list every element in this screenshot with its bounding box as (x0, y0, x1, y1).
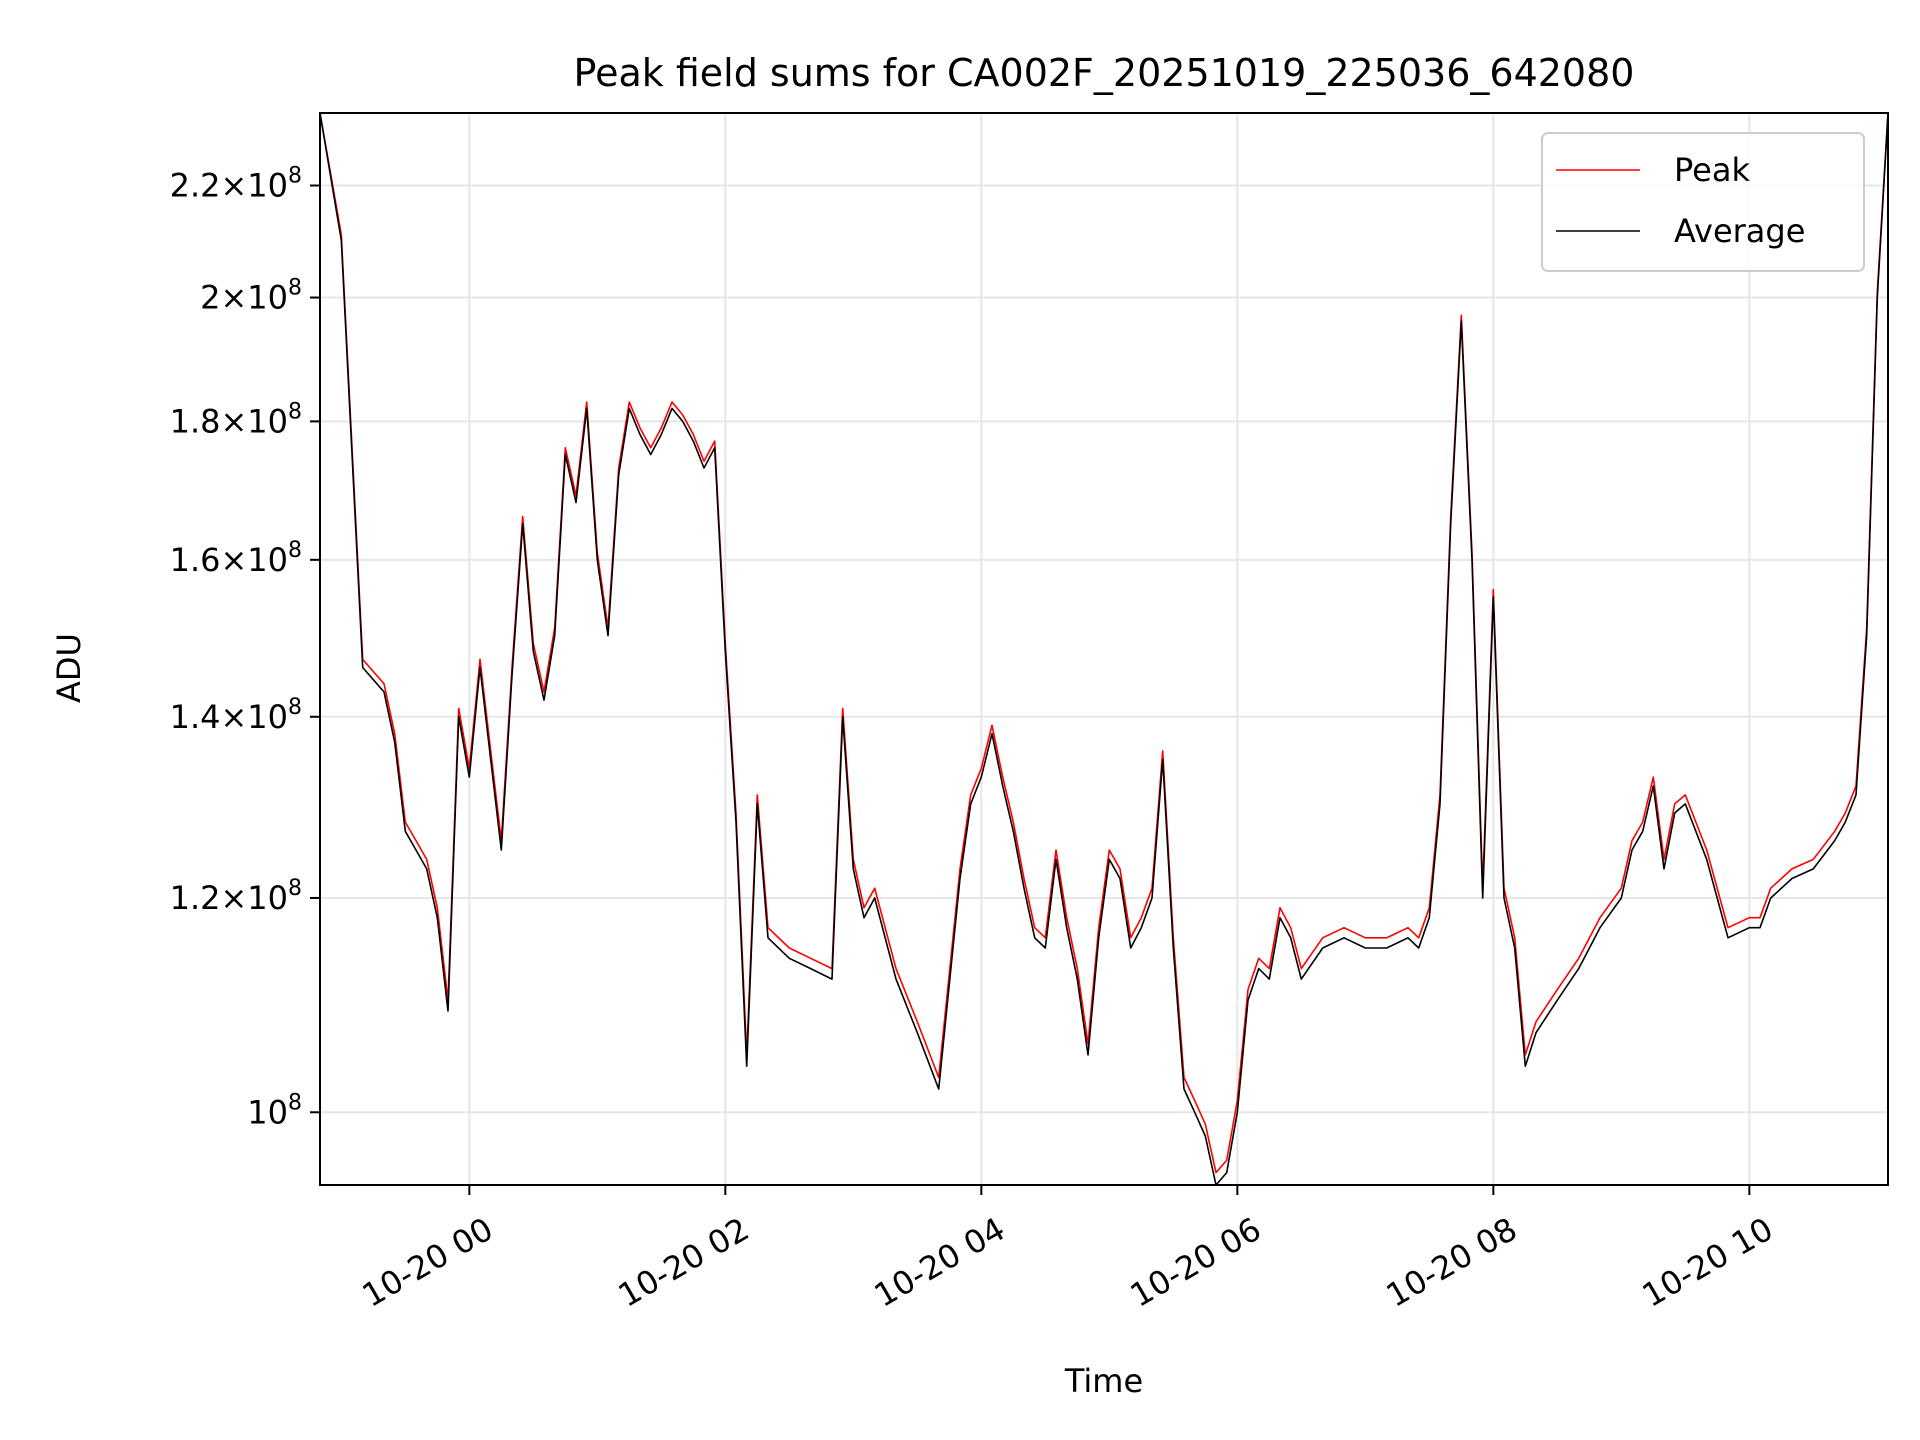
y-axis: 108 1.2×108 1.4×108 1.6×108 1.8×108 2×108 2.2×… (170, 164, 320, 1131)
series-line-average (320, 113, 1888, 1185)
series-line-peak (320, 113, 1888, 1174)
series-layer (320, 113, 1888, 1185)
y-axis-label: ADU (50, 633, 88, 703)
y-tick-label: 2.2×108 (170, 164, 302, 205)
y-tick-label: 1.2×108 (170, 876, 302, 917)
legend-average-label: Average (1674, 212, 1805, 250)
plot-frame (319, 112, 1889, 1186)
y-tick-label: 2×108 (200, 276, 302, 317)
y-tick-label: 108 (247, 1090, 302, 1131)
y-tick-label: 1.8×108 (170, 399, 302, 440)
legend: Peak Average (1541, 132, 1865, 272)
legend-box (1541, 132, 1865, 272)
legend-peak-label: Peak (1674, 151, 1750, 189)
y-tick-label: 1.6×108 (170, 538, 302, 579)
chart-title: Peak field sums for CA002F_20251019_2250… (574, 51, 1635, 95)
y-tick-label: 1.4×108 (170, 695, 302, 736)
x-axis-label: Time (1064, 1362, 1143, 1400)
